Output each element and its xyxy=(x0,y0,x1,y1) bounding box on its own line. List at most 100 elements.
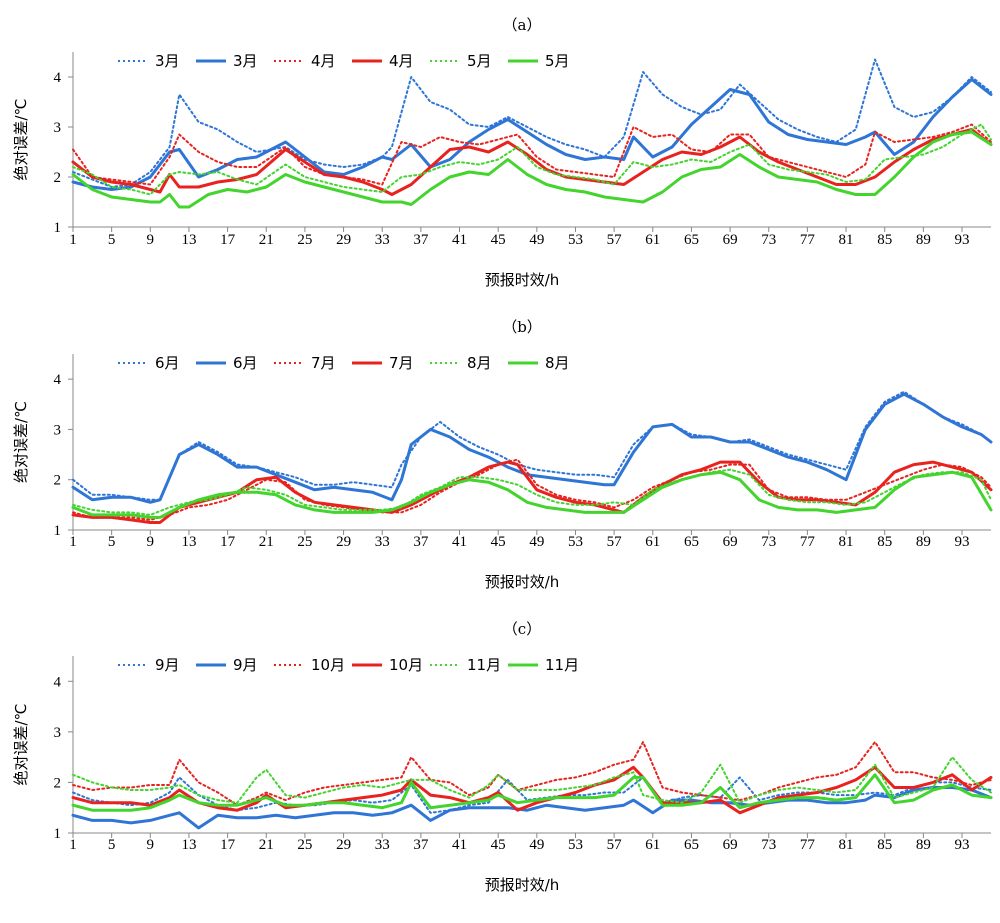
x-tick-label: 29 xyxy=(336,534,351,550)
series-line-c-5-solid xyxy=(71,773,993,812)
y-tick-label: 1 xyxy=(54,220,62,236)
legend-label-a-5: 5月 xyxy=(545,52,570,70)
x-tick-label: 57 xyxy=(607,534,623,550)
x-tick-label: 45 xyxy=(491,837,506,853)
x-tick-label: 69 xyxy=(723,837,738,853)
x-tick-label: 25 xyxy=(297,837,312,853)
x-tick-label: 21 xyxy=(259,837,274,853)
x-tick-label: 25 xyxy=(297,232,312,248)
x-tick-label: 81 xyxy=(839,534,854,550)
legend-label-c-5: 11月 xyxy=(545,656,579,674)
series-line-b-1-solid xyxy=(71,392,993,504)
series-line-a-2-dotted xyxy=(72,123,992,186)
x-tick-label: 57 xyxy=(607,837,623,853)
series-line-b-2-dotted xyxy=(72,458,992,521)
x-tick-label: 33 xyxy=(375,534,390,550)
x-tick-label: 1 xyxy=(69,232,77,248)
x-tick-label: 57 xyxy=(607,232,623,248)
series-line-c-1-solid xyxy=(71,786,993,830)
y-tick-label: 1 xyxy=(54,523,62,539)
x-tick-label: 53 xyxy=(568,232,583,248)
x-tick-label: 93 xyxy=(955,534,970,550)
x-tick-label: 1 xyxy=(69,534,77,550)
x-tick-label: 13 xyxy=(181,534,196,550)
legend-label-a-3: 4月 xyxy=(389,52,414,70)
x-tick-label: 49 xyxy=(529,534,544,550)
x-tick-label: 85 xyxy=(877,837,892,853)
x-tick-label: 69 xyxy=(723,232,738,248)
x-tick-label: 89 xyxy=(916,232,931,248)
x-tick-label: 29 xyxy=(336,232,351,248)
y-tick-label: 2 xyxy=(54,170,62,186)
y-axis-title: 绝对误差/℃ xyxy=(12,99,30,181)
x-tick-label: 9 xyxy=(147,837,155,853)
legend-label-c-3: 10月 xyxy=(389,656,423,674)
x-axis-title: 预报时效/h xyxy=(485,876,560,894)
series-line-a-1-solid xyxy=(71,78,993,191)
x-tick-label: 17 xyxy=(220,837,236,853)
legend-label-a-1: 3月 xyxy=(233,52,258,70)
series-line-b-5-solid xyxy=(71,470,993,519)
series-line-a-4-dotted xyxy=(72,123,992,196)
x-tick-label: 81 xyxy=(839,837,854,853)
x-tick-label: 61 xyxy=(645,534,660,550)
x-tick-label: 85 xyxy=(877,232,892,248)
x-tick-label: 37 xyxy=(413,232,429,248)
series-line-c-3-solid xyxy=(71,765,993,815)
y-tick-label: 3 xyxy=(54,725,62,741)
x-tick-label: 13 xyxy=(181,232,196,248)
legend-label-a-2: 4月 xyxy=(311,52,336,70)
x-tick-label: 21 xyxy=(259,232,274,248)
x-tick-label: 37 xyxy=(413,837,429,853)
panel-title-c: （c） xyxy=(503,620,541,638)
x-tick-label: 77 xyxy=(800,232,816,248)
x-tick-label: 1 xyxy=(69,837,77,853)
y-axis-title: 绝对误差/℃ xyxy=(12,401,30,483)
x-axis-title: 预报时效/h xyxy=(485,573,560,591)
series-line-b-0-dotted xyxy=(72,390,992,501)
x-tick-label: 77 xyxy=(800,837,816,853)
legend-label-c-4: 11月 xyxy=(467,656,501,674)
legend-label-b-0: 6月 xyxy=(155,354,180,372)
x-tick-label: 37 xyxy=(413,534,429,550)
y-tick-label: 3 xyxy=(54,120,62,136)
x-tick-label: 81 xyxy=(839,232,854,248)
legend-label-b-4: 8月 xyxy=(467,354,492,372)
y-axis-title: 绝对误差/℃ xyxy=(12,704,30,786)
series-line-c-4-dotted xyxy=(72,756,992,804)
legend-label-c-1: 9月 xyxy=(233,656,258,674)
y-tick-label: 2 xyxy=(54,473,62,489)
x-tick-label: 49 xyxy=(529,837,544,853)
x-tick-label: 73 xyxy=(761,232,776,248)
y-tick-label: 2 xyxy=(54,775,62,791)
x-tick-label: 45 xyxy=(491,232,506,248)
x-tick-label: 49 xyxy=(529,232,544,248)
x-tick-label: 9 xyxy=(147,232,155,248)
x-tick-label: 21 xyxy=(259,534,274,550)
x-tick-label: 73 xyxy=(761,837,776,853)
x-tick-label: 69 xyxy=(723,534,738,550)
x-tick-label: 61 xyxy=(645,837,660,853)
x-tick-label: 73 xyxy=(761,534,776,550)
y-tick-label: 4 xyxy=(54,70,62,86)
y-tick-label: 4 xyxy=(54,372,62,388)
x-tick-label: 13 xyxy=(181,837,196,853)
x-tick-label: 5 xyxy=(108,232,116,248)
x-tick-label: 17 xyxy=(220,232,236,248)
x-tick-label: 53 xyxy=(568,534,583,550)
x-tick-label: 41 xyxy=(452,837,467,853)
legend-label-c-2: 10月 xyxy=(311,656,345,674)
x-tick-label: 65 xyxy=(684,837,699,853)
series-line-b-3-solid xyxy=(71,460,993,524)
x-tick-label: 33 xyxy=(375,837,390,853)
x-axis-title: 预报时效/h xyxy=(485,271,560,289)
series-line-a-5-solid xyxy=(71,130,993,209)
x-tick-label: 41 xyxy=(452,232,467,248)
y-tick-label: 1 xyxy=(54,826,62,842)
x-tick-label: 93 xyxy=(955,837,970,853)
x-tick-label: 17 xyxy=(220,534,236,550)
legend-label-b-5: 8月 xyxy=(545,354,570,372)
